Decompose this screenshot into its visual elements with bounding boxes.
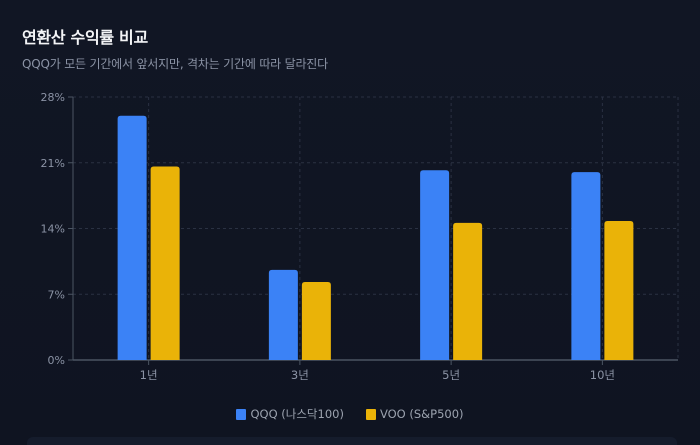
legend-swatch-qqq [236, 408, 247, 420]
x-tick-label: 3년 [291, 368, 309, 382]
legend-item-qqq[interactable]: QQQ (나스닥100) [236, 406, 344, 422]
chart-subtitle: QQQ가 모든 기간에서 앞서지만, 격차는 기간에 따라 달라진다 [22, 57, 328, 71]
bar-voo[interactable] [301, 282, 331, 360]
bar-qqq[interactable] [117, 115, 147, 361]
legend: QQQ (나스닥100) VOO (S&P500) [0, 406, 700, 422]
bars [117, 115, 634, 361]
chart-title: 연환산 수익률 비교 [22, 28, 148, 47]
bar-voo[interactable] [453, 222, 483, 360]
y-tick-label: 14% [41, 223, 65, 236]
bar-qqq[interactable] [420, 170, 450, 360]
legend-swatch-voo [365, 408, 376, 420]
x-tick-label: 5년 [442, 368, 460, 382]
bar-voo[interactable] [150, 166, 180, 360]
legend-item-voo[interactable]: VOO (S&P500) [365, 406, 464, 422]
y-tick-label: 0% [48, 354, 65, 367]
legend-label-voo: VOO (S&P500) [379, 407, 464, 421]
y-tick-label: 7% [48, 288, 65, 301]
bar-qqq[interactable] [268, 269, 298, 360]
y-tick-label: 28% [41, 91, 65, 104]
legend-label-qqq: QQQ (나스닥100) [250, 407, 344, 421]
bottom-panel [27, 437, 677, 445]
bar-qqq[interactable] [571, 172, 601, 360]
x-tick-label: 10년 [590, 368, 615, 382]
x-tick-label: 1년 [140, 368, 158, 382]
tick-labels: 0% 7% 14% 21% 28% 1년 3년 5년 10년 [41, 91, 615, 382]
y-tick-label: 21% [41, 157, 65, 170]
bar-voo[interactable] [604, 220, 634, 360]
